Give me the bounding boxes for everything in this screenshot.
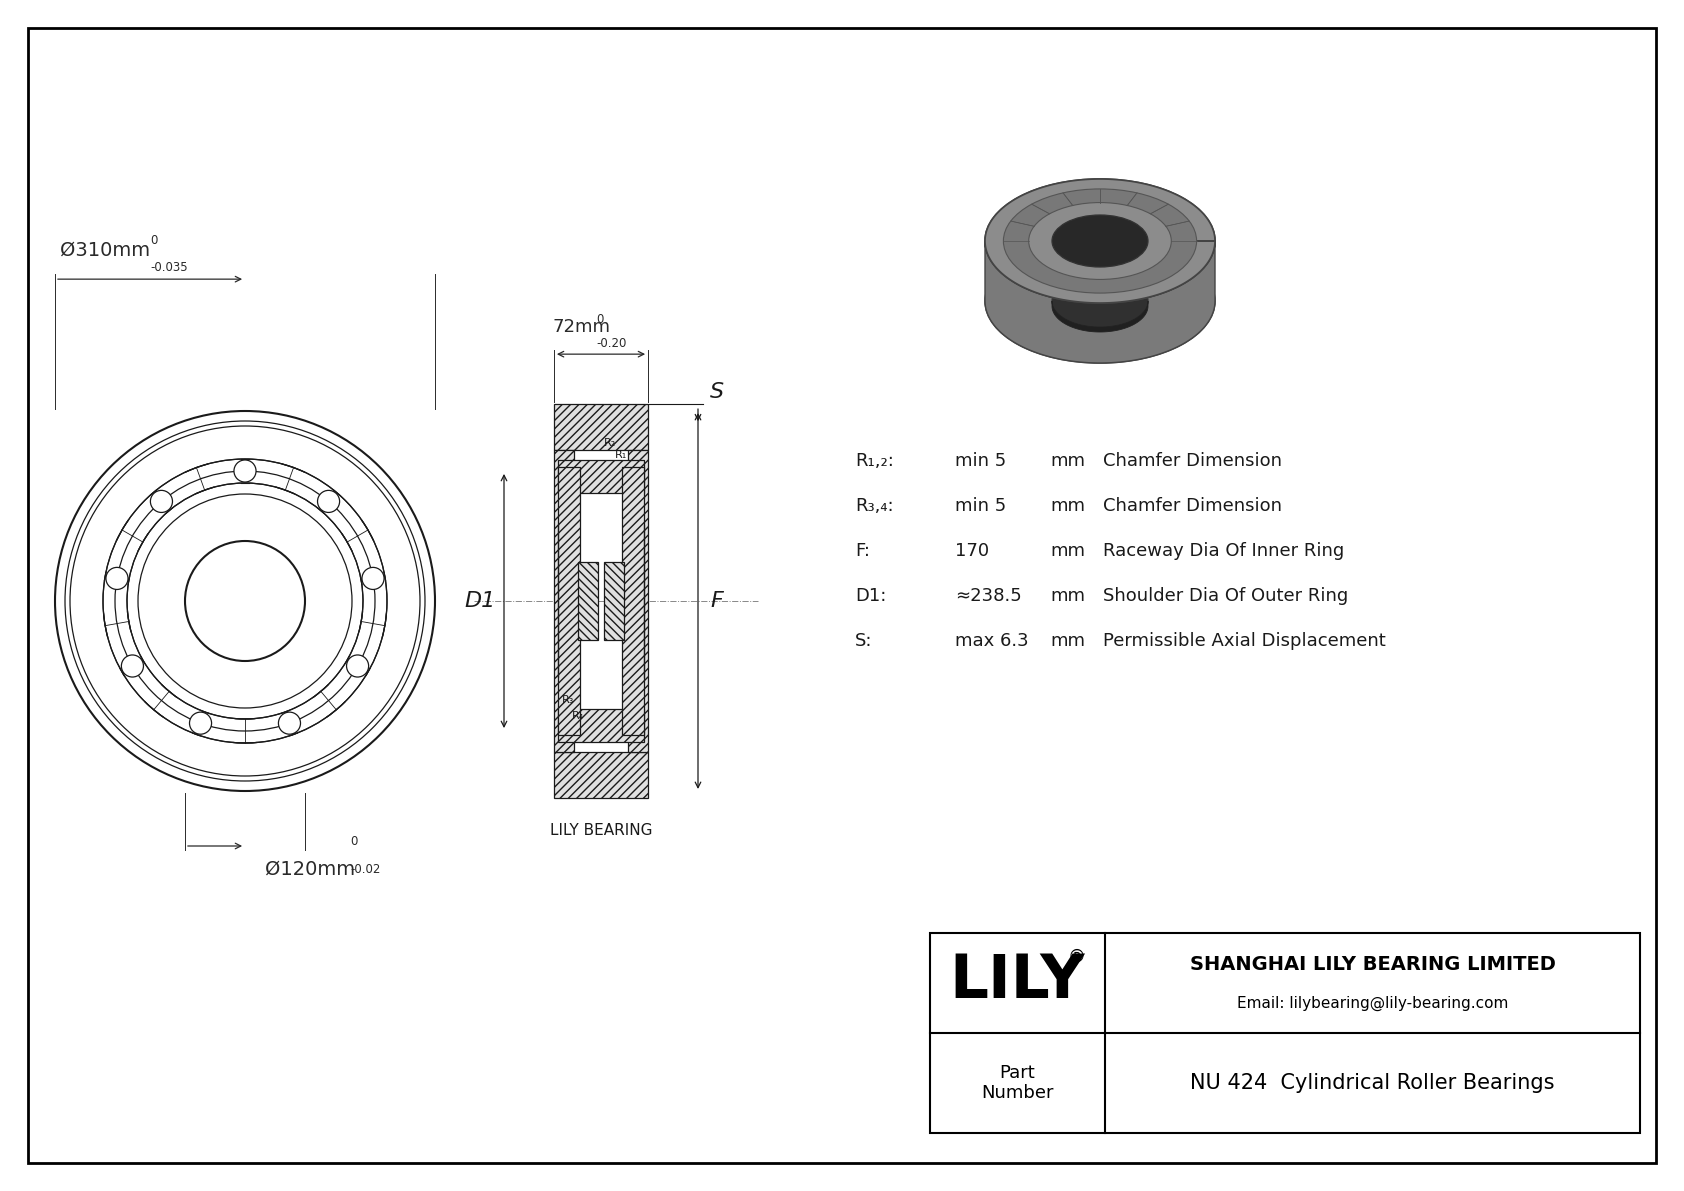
Ellipse shape	[985, 239, 1214, 363]
Text: mm: mm	[1051, 542, 1084, 560]
Text: mm: mm	[1051, 587, 1084, 605]
Polygon shape	[1052, 301, 1148, 332]
Text: Chamfer Dimension: Chamfer Dimension	[1103, 453, 1282, 470]
Circle shape	[318, 491, 340, 512]
Bar	[557, 709, 643, 742]
Text: ®: ®	[1068, 948, 1086, 966]
Text: Raceway Dia Of Inner Ring: Raceway Dia Of Inner Ring	[1103, 542, 1344, 560]
Ellipse shape	[1029, 202, 1172, 280]
Bar	[554, 753, 648, 798]
Polygon shape	[985, 241, 1214, 363]
Bar	[557, 460, 643, 493]
Polygon shape	[985, 179, 1214, 303]
Text: R₁: R₁	[615, 449, 626, 460]
Text: F:: F:	[855, 542, 871, 560]
Text: -0.035: -0.035	[150, 261, 187, 274]
Text: -0.02: -0.02	[350, 863, 381, 877]
Bar	[554, 449, 574, 753]
Text: S: S	[711, 382, 724, 403]
Text: Ø120mm: Ø120mm	[264, 860, 355, 879]
Bar	[557, 467, 579, 735]
Bar	[621, 467, 643, 735]
Text: S:: S:	[855, 632, 872, 650]
Text: R₁,₂:: R₁,₂:	[855, 453, 894, 470]
Text: max 6.3: max 6.3	[955, 632, 1029, 650]
Text: min 5: min 5	[955, 497, 1007, 515]
Text: 0: 0	[596, 313, 603, 326]
Ellipse shape	[1004, 189, 1197, 293]
Text: Ø310mm: Ø310mm	[61, 241, 150, 260]
Text: Part
Number: Part Number	[982, 1064, 1054, 1103]
Text: 0: 0	[150, 235, 157, 248]
Circle shape	[56, 411, 434, 791]
Text: 72mm: 72mm	[552, 318, 610, 336]
Text: Email: lilybearing@lily-bearing.com: Email: lilybearing@lily-bearing.com	[1236, 996, 1509, 1011]
Text: Shoulder Dia Of Outer Ring: Shoulder Dia Of Outer Ring	[1103, 587, 1349, 605]
Text: mm: mm	[1051, 632, 1084, 650]
Circle shape	[278, 712, 300, 734]
Bar	[605, 561, 625, 641]
Text: R₄: R₄	[573, 711, 584, 721]
Circle shape	[347, 655, 369, 676]
Bar	[628, 449, 648, 753]
Text: D1:: D1:	[855, 587, 886, 605]
Text: R₃: R₃	[562, 696, 574, 705]
Text: -0.20: -0.20	[596, 337, 626, 350]
Text: NU 424  Cylindrical Roller Bearings: NU 424 Cylindrical Roller Bearings	[1191, 1073, 1554, 1093]
Bar	[930, 933, 1640, 1133]
Circle shape	[190, 712, 212, 734]
Text: mm: mm	[1051, 497, 1084, 515]
Bar	[554, 404, 648, 449]
Text: mm: mm	[1051, 453, 1084, 470]
Text: Permissible Axial Displacement: Permissible Axial Displacement	[1103, 632, 1386, 650]
Text: 0: 0	[350, 835, 357, 848]
Text: Chamfer Dimension: Chamfer Dimension	[1103, 497, 1282, 515]
Text: 170: 170	[955, 542, 989, 560]
Text: ≈238.5: ≈238.5	[955, 587, 1022, 605]
Ellipse shape	[1052, 216, 1148, 267]
Ellipse shape	[1052, 275, 1148, 328]
Ellipse shape	[985, 179, 1214, 303]
Text: F: F	[711, 591, 722, 611]
Text: LILY BEARING: LILY BEARING	[549, 823, 652, 837]
Text: D1: D1	[465, 591, 497, 611]
Text: SHANGHAI LILY BEARING LIMITED: SHANGHAI LILY BEARING LIMITED	[1189, 955, 1556, 974]
Text: min 5: min 5	[955, 453, 1007, 470]
Circle shape	[121, 655, 143, 676]
Circle shape	[150, 491, 172, 512]
Circle shape	[362, 567, 384, 590]
Bar	[578, 561, 598, 641]
Text: R₂: R₂	[605, 437, 616, 448]
Text: LILY: LILY	[950, 952, 1084, 1010]
Text: R₃,₄:: R₃,₄:	[855, 497, 894, 515]
Circle shape	[234, 460, 256, 482]
Circle shape	[106, 567, 128, 590]
